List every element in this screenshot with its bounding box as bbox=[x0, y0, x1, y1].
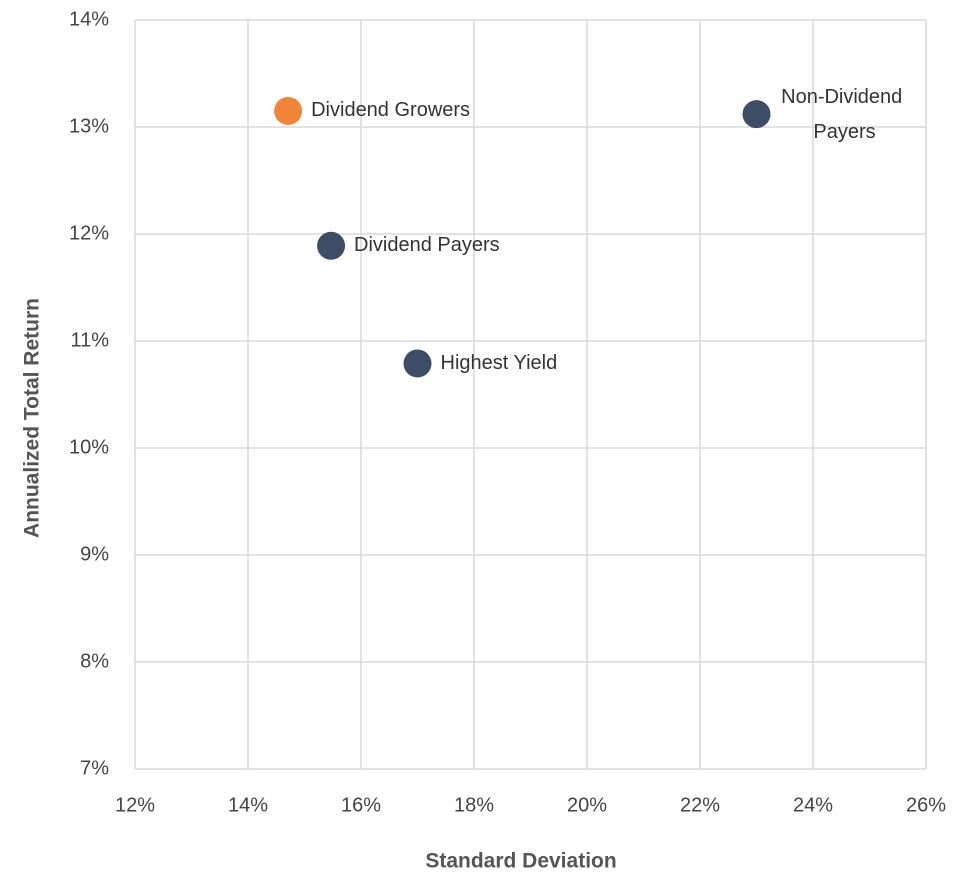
y-tick-label: 9% bbox=[80, 543, 109, 565]
x-axis-title: Standard Deviation bbox=[425, 850, 616, 873]
point-label: Highest Yield bbox=[441, 352, 558, 374]
point bbox=[742, 100, 771, 129]
x-tick-label: 12% bbox=[115, 794, 155, 816]
x-tick-label: 14% bbox=[228, 794, 268, 816]
y-axis-title: Annualized Total Return bbox=[21, 298, 44, 538]
x-tick-label: 20% bbox=[567, 794, 607, 816]
y-tick-label: 14% bbox=[69, 8, 109, 30]
point-label-line: Payers bbox=[813, 121, 875, 143]
point bbox=[274, 96, 303, 125]
y-tick-label: 7% bbox=[80, 757, 109, 779]
x-tick-label: 16% bbox=[341, 794, 381, 816]
point-label-line: Non-Dividend bbox=[781, 86, 908, 108]
point bbox=[403, 349, 432, 378]
point-label: Dividend Growers bbox=[311, 99, 470, 121]
y-tick-label: 8% bbox=[80, 650, 109, 672]
point bbox=[317, 231, 346, 260]
point-label: Dividend Payers bbox=[354, 234, 500, 256]
y-tick-label: 11% bbox=[70, 329, 109, 351]
y-tick-label: 10% bbox=[69, 436, 109, 458]
x-tick-label: 22% bbox=[680, 794, 720, 816]
point-label: Non-Dividend Payers bbox=[781, 86, 908, 143]
x-tick-label: 24% bbox=[793, 794, 833, 816]
y-tick-label: 13% bbox=[69, 115, 109, 137]
x-tick-label: 18% bbox=[454, 794, 494, 816]
x-tick-label: 26% bbox=[906, 794, 946, 816]
y-tick-label: 12% bbox=[69, 222, 109, 244]
